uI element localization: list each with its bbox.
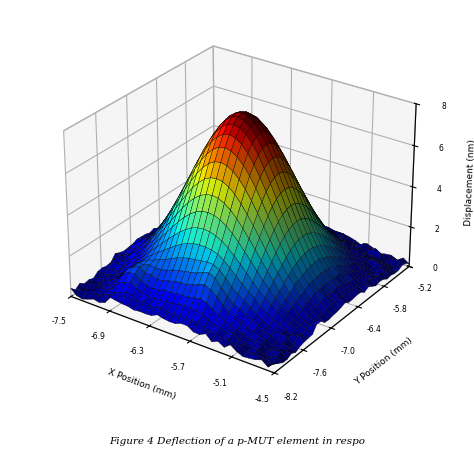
X-axis label: X Position (mm): X Position (mm): [106, 368, 177, 401]
Y-axis label: Y Position (mm): Y Position (mm): [353, 336, 414, 387]
Text: Figure 4 Deflection of a p-MUT element in respo: Figure 4 Deflection of a p-MUT element i…: [109, 437, 365, 446]
